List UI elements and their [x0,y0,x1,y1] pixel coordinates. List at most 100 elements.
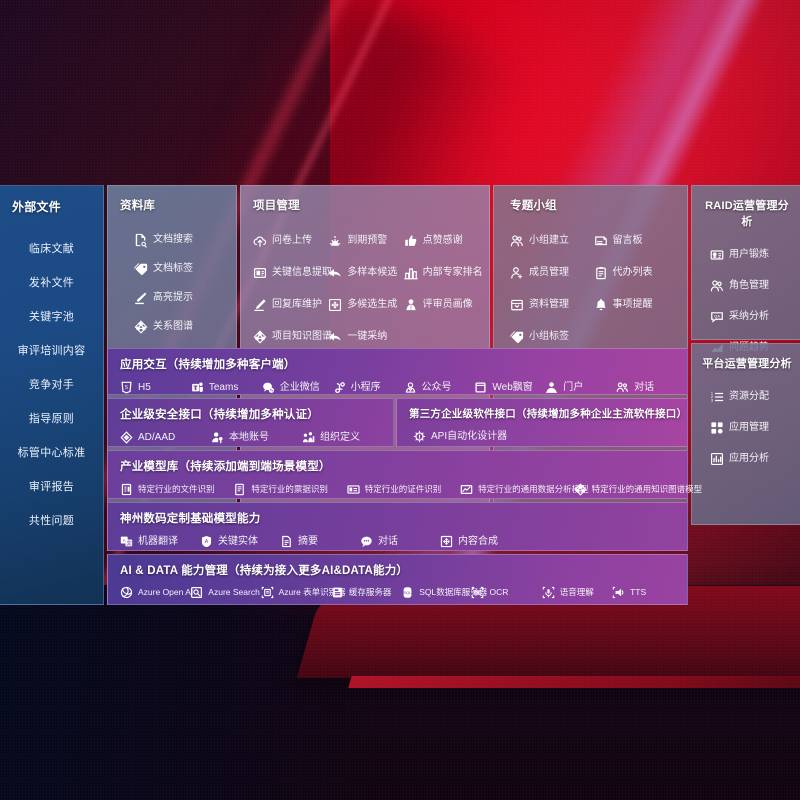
sidebar-item-standards-center[interactable]: 标管中心标准 [17,447,86,459]
project-item-knowledge-graph[interactable]: 项目知识图谱 [253,321,332,353]
library-item-doc-tag[interactable]: 文档标签 [134,254,226,283]
library-item-label: 高亮提示 [153,291,193,303]
panel-project-title: 项目管理 [253,200,300,212]
library-item-highlight[interactable]: 高亮提示 [134,283,226,312]
base-item-machine-translation[interactable]: A 文 机器翻译 [120,535,200,548]
bar-thirdparty-items: API自动化设计器 [409,430,687,443]
project-item-label: 多候选生成 [347,299,398,310]
interact-item-teams[interactable]: Teams [191,381,262,394]
sidebar-item-review-training[interactable]: 审评培训内容 [17,345,86,357]
aidata-item-azure-openai[interactable]: Azure Open AI [120,586,193,599]
group-item-create-group[interactable]: 小组建立 [510,225,594,257]
sidebar-item-supplement-docs[interactable]: 发补文件 [28,277,75,289]
industry-item-knowledge-graph-model[interactable]: 特定行业的通用知识图谱模型 [574,483,702,496]
interact-item-dialog[interactable]: 对话 [616,381,687,394]
interact-item-h5[interactable]: 5 H5 [120,381,191,394]
project-item-label: 项目知识图谱 [272,331,332,342]
security-item-ad-aad[interactable]: AD/AAD [120,431,211,444]
sidebar-item-competitors[interactable]: 竞争对手 [28,379,75,391]
interact-item-label: 小程序 [350,381,381,393]
library-item-doc-search[interactable]: 文档搜索 [134,225,226,254]
platform-item-label: 资源分配 [729,390,769,402]
industry-item-label: 特定行业的票据识别 [251,484,328,495]
base-item-content-synthesis[interactable]: 内容合成 [440,535,520,548]
sidebar: 外部文件 临床文献 发补文件 关键字池 审评培训内容 竞争对手 指导原则 标管中… [0,185,104,605]
aidata-item-cache-server[interactable]: 缓存服务器 [331,586,401,599]
aidata-item-ocr[interactable]: OCR OCR [471,586,541,599]
base-item-dialog[interactable]: 对话 [360,535,440,548]
sidebar-item-guidelines[interactable]: 指导原则 [28,413,75,425]
security-item-label: AD/AAD [138,431,176,443]
security-item-org-definition[interactable]: 组织定义 [302,431,393,444]
raid-item-role-management[interactable]: 角色管理 [710,270,794,301]
interact-item-label: H5 [138,381,151,393]
aidata-item-speech-understanding[interactable]: 语音理解 [542,586,612,599]
industry-item-data-analysis-model[interactable]: 特定行业的通用数据分析模型 [460,483,589,496]
thirdparty-item-api-designer[interactable]: API自动化设计器 [413,430,507,443]
group-item-message-board[interactable]: 留言板 [594,225,678,257]
cache-server-icon [333,587,342,598]
highlight-pen-icon [134,292,147,305]
summary-doc-icon [280,535,293,548]
bar-aidata-title: AI & DATA 能力管理（持续为接入更多AI&DATA能力） [120,565,409,577]
project-item-reply-library[interactable]: 回复库维护 [253,289,328,321]
group-item-member-management[interactable]: 成员管理 [510,257,594,289]
sidebar-item-review-report[interactable]: 审评报告 [28,481,75,493]
svg-text:2: 2 [711,395,713,399]
base-item-summary[interactable]: 摘要 [280,535,360,548]
wechat-work-icon [262,382,274,393]
aidata-item-sql-server[interactable]: SQL SQL数据库服务器 [401,586,487,599]
raid-item-user-training[interactable]: 用户锻炼 [710,239,794,270]
aidata-item-azure-search[interactable]: Azure Search [190,586,260,599]
interact-item-wechat-work[interactable]: 企业微信 [262,381,333,394]
graph-network-icon [134,320,148,334]
graph-network-icon [253,330,267,344]
group-item-label: 留言板 [612,235,643,246]
interact-item-web-float-window[interactable]: Web飘窗 [474,381,545,394]
sidebar-item-clinical-literature[interactable]: 临床文献 [28,243,75,255]
library-item-relation-graph[interactable]: 关系图谱 [134,312,226,341]
group-item-group-tag[interactable]: 小组标签 [510,321,594,353]
svg-text:SQL: SQL [404,590,413,595]
project-item-reviewer-profile[interactable]: 评审员画像 [404,289,479,321]
project-item-due-alert[interactable]: 到期预警 [328,225,403,257]
project-item-multi-sample-candidate[interactable]: 多样本候选 [328,257,403,289]
interact-item-mini-program[interactable]: 小程序 [333,381,404,394]
project-item-one-click-adopt[interactable]: 一键采纳 [328,321,403,353]
industry-item-label: 特定行业的通用数据分析模型 [478,484,589,495]
arrow-back-icon [329,268,341,277]
panel-platform-title: 平台运营管理分析 [702,358,792,370]
sidebar-item-keyword-pool[interactable]: 关键字池 [28,311,75,323]
group-item-material-management[interactable]: 资料管理 [510,289,594,321]
industry-item-receipt-recognition[interactable]: 特定行业的票据识别 [233,483,346,496]
html5-icon: 5 [120,381,133,394]
portal-icon [546,382,558,393]
interact-item-official-account[interactable]: 公众号 [404,381,475,394]
industry-item-file-recognition[interactable]: 特定行业的文件识别 [120,483,233,496]
base-item-key-entity[interactable]: A 关键实体 [200,535,280,548]
group-item-todo-list[interactable]: 代办列表 [594,257,678,289]
sidebar-item-common-issues[interactable]: 共性问题 [28,515,75,527]
industry-item-id-recognition[interactable]: 特定行业的证件识别 [347,483,460,496]
bar-industry-model-library: 产业模型库（持续添加端到端场景模型） 特定行业的文件识别 特定行业的票 [107,450,702,499]
group-item-label: 资料管理 [529,299,569,310]
aidata-item-label: 语音理解 [559,587,594,598]
platform-item-app-analysis[interactable]: 应用分析 [710,443,794,474]
speech-icon [542,586,555,599]
aidata-item-tts[interactable]: TTS [612,586,682,599]
project-item-thanks-like[interactable]: 点赞感谢 [404,225,479,257]
project-item-expert-ranking[interactable]: 内部专家排名 [404,257,483,289]
group-item-event-reminder[interactable]: 事项提醒 [594,289,678,321]
security-item-local-account[interactable]: 本地账号 [211,431,302,444]
platform-item-resource-allocation[interactable]: 1 2 3 资源分配 [710,381,794,412]
aidata-item-form-recognizer[interactable]: Azure 表单识别器 [261,586,346,599]
project-item-key-info-extract[interactable]: 关键信息提取 [253,257,332,289]
project-item-multi-candidate-gen[interactable]: 多候选生成 [328,289,403,321]
interact-item-portal[interactable]: 门户 [545,381,616,394]
bar-security-items: AD/AAD 本地账号 [120,431,393,444]
platform-item-app-management[interactable]: 应用管理 [710,412,794,443]
interact-item-label: 公众号 [421,381,452,393]
person-portrait-icon [406,299,416,311]
project-item-questionnaire-upload[interactable]: 问卷上传 [253,225,328,257]
raid-item-adoption-analysis[interactable]: QA 采纳分析 [710,301,794,332]
